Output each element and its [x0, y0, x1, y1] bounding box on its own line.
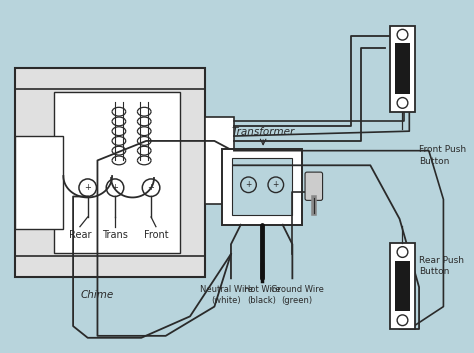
Text: Neutral Wire
(white): Neutral Wire (white) [200, 285, 253, 305]
Bar [54, 92, 180, 253]
Bar [390, 26, 415, 112]
Bar [222, 149, 302, 225]
Text: +: + [273, 180, 279, 189]
Bar [15, 136, 64, 229]
Text: Chime: Chime [81, 290, 114, 300]
Text: Front: Front [144, 229, 168, 240]
Text: +: + [84, 183, 91, 192]
Text: +: + [147, 183, 155, 192]
Text: Rear Push
Button: Rear Push Button [419, 256, 464, 276]
Text: Ground Wire
(green): Ground Wire (green) [271, 285, 324, 305]
Text: Hot Wire
(black): Hot Wire (black) [244, 285, 281, 305]
Text: Front Push
Button: Front Push Button [419, 145, 466, 166]
Bar [395, 261, 410, 311]
Text: +: + [111, 183, 118, 192]
Bar [390, 243, 415, 329]
FancyBboxPatch shape [305, 172, 323, 201]
Bar [395, 43, 410, 94]
Bar [232, 158, 292, 215]
Text: Transformer: Transformer [231, 127, 295, 137]
Bar [15, 68, 205, 277]
Text: Rear: Rear [69, 229, 91, 240]
Text: +: + [246, 180, 252, 189]
Bar [205, 116, 234, 204]
Text: Trans: Trans [102, 229, 128, 240]
